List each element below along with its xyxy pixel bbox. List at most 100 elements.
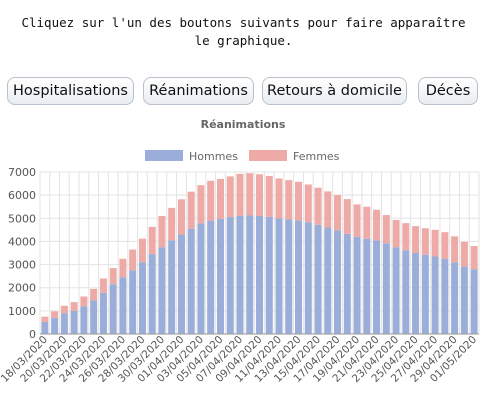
bar-hommes	[353, 236, 361, 334]
y-tick-label: 4000	[8, 235, 36, 248]
y-tick-label: 6000	[8, 189, 36, 202]
bar-femmes	[187, 191, 195, 229]
plot-area: 0100020003000400050006000700018/03/20202…	[0, 166, 480, 385]
bar-femmes	[304, 184, 312, 223]
bar-hommes	[460, 266, 468, 334]
deces-button[interactable]: Décès	[418, 77, 478, 105]
bar-hommes	[80, 306, 88, 334]
bar-hommes	[441, 258, 449, 334]
bar-femmes	[255, 174, 264, 216]
bar-femmes	[265, 175, 273, 217]
bar-femmes	[451, 236, 459, 263]
bar-femmes	[421, 228, 429, 255]
bar-hommes	[363, 238, 371, 334]
bar-femmes	[216, 178, 224, 219]
bar-hommes	[285, 219, 293, 334]
bar-hommes	[255, 215, 264, 334]
bar-femmes	[363, 206, 371, 239]
bar-hommes	[60, 313, 68, 334]
bar-hommes	[334, 230, 342, 334]
legend-swatch-femmes	[249, 150, 287, 161]
y-tick-label: 5000	[8, 212, 36, 225]
bar-femmes	[99, 278, 107, 293]
y-tick-label: 1000	[8, 305, 36, 318]
bar-femmes	[138, 238, 146, 263]
bar-femmes	[109, 268, 117, 285]
bar-femmes	[353, 204, 361, 237]
y-tick-label: 3000	[8, 259, 36, 272]
bar-femmes	[460, 241, 468, 267]
bar-hommes	[129, 270, 137, 334]
reanimations-button[interactable]: Réanimations	[143, 77, 254, 105]
y-tick-label: 2000	[8, 282, 36, 295]
bar-hommes	[138, 262, 146, 334]
bar-hommes	[197, 223, 205, 334]
instruction-line-1: Cliquez sur l'un des boutons suivants po…	[21, 15, 466, 30]
bar-femmes	[275, 178, 283, 219]
bar-femmes	[324, 191, 332, 228]
bar-femmes	[295, 181, 303, 221]
bar-femmes	[41, 316, 49, 322]
bar-hommes	[451, 262, 459, 334]
chart-legend: Hommes Femmes	[145, 150, 340, 163]
bar-hommes	[265, 216, 273, 334]
bar-hommes	[207, 220, 215, 334]
bar-femmes	[51, 311, 59, 318]
instruction-line-2: le graphique.	[194, 33, 293, 48]
bar-femmes	[314, 187, 322, 225]
bar-hommes	[109, 284, 117, 334]
bar-femmes	[168, 207, 176, 241]
bar-hommes	[373, 240, 381, 334]
bar-hommes	[304, 222, 312, 334]
bar-femmes	[431, 229, 439, 257]
bar-hommes	[275, 218, 283, 334]
bar-hommes	[412, 253, 420, 334]
bar-hommes	[246, 215, 254, 334]
bar-hommes	[314, 224, 322, 334]
y-tick-label: 0	[29, 328, 36, 341]
bar-hommes	[70, 310, 78, 334]
bar-femmes	[60, 305, 68, 314]
bar-femmes	[119, 258, 127, 278]
bar-femmes	[129, 249, 137, 271]
bar-hommes	[168, 240, 176, 334]
bar-femmes	[402, 223, 410, 251]
bar-hommes	[148, 254, 156, 334]
bar-femmes	[470, 246, 478, 270]
bar-femmes	[285, 180, 293, 220]
bar-hommes	[216, 218, 224, 334]
bar-femmes	[197, 185, 205, 224]
retours-a-domicile-button[interactable]: Retours à domicile	[262, 77, 407, 105]
bar-femmes	[80, 296, 88, 307]
bar-hommes	[236, 215, 244, 334]
legend-swatch-hommes	[145, 150, 183, 161]
bar-hommes	[421, 254, 429, 334]
bar-femmes	[70, 302, 78, 311]
bar-hommes	[431, 256, 439, 334]
y-tick-label: 7000	[8, 166, 36, 179]
bar-femmes	[392, 219, 400, 248]
bar-hommes	[295, 220, 303, 334]
legend-label-femmes: Femmes	[293, 150, 340, 163]
bar-hommes	[226, 217, 234, 334]
bar-hommes	[392, 247, 400, 334]
bar-femmes	[226, 176, 234, 218]
bar-hommes	[90, 300, 98, 334]
bar-femmes	[246, 173, 254, 216]
bar-hommes	[402, 250, 410, 334]
bar-hommes	[324, 227, 332, 334]
reanimations-chart: Réanimations Hommes Femmes 0 1000 2000 3000…	[0, 118, 480, 385]
bar-hommes	[343, 233, 351, 334]
bar-femmes	[334, 194, 342, 231]
bar-hommes	[158, 247, 166, 334]
bar-hommes	[470, 269, 478, 334]
hospitalisations-button[interactable]: Hospitalisations	[7, 77, 134, 105]
bar-femmes	[236, 173, 244, 216]
bar-hommes	[41, 321, 49, 334]
bar-hommes	[51, 317, 59, 334]
bar-femmes	[382, 215, 390, 244]
bar-hommes	[119, 277, 127, 334]
bar-hommes	[99, 292, 107, 334]
bar-femmes	[412, 226, 420, 253]
chart-title: Réanimations	[201, 118, 286, 131]
